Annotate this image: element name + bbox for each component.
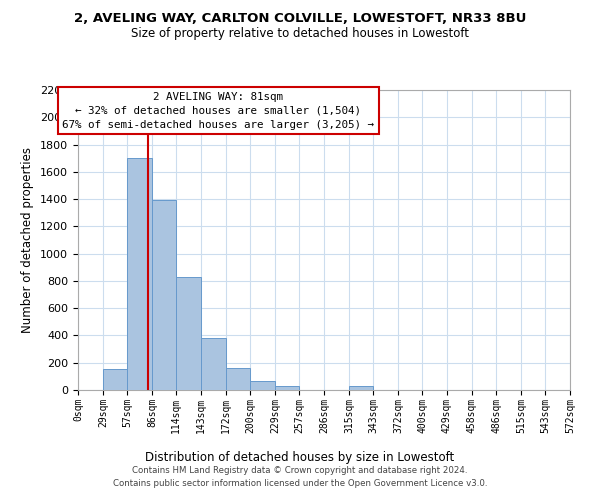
Bar <box>127 158 152 390</box>
Bar <box>103 369 127 390</box>
Text: Distribution of detached houses by size in Lowestoft: Distribution of detached houses by size … <box>145 451 455 464</box>
Text: Contains HM Land Registry data © Crown copyright and database right 2024.
Contai: Contains HM Land Registry data © Crown c… <box>113 466 487 487</box>
Bar <box>201 338 226 390</box>
Bar <box>250 381 275 390</box>
Y-axis label: Number of detached properties: Number of detached properties <box>22 147 34 333</box>
Text: Size of property relative to detached houses in Lowestoft: Size of property relative to detached ho… <box>131 28 469 40</box>
Bar <box>152 200 176 390</box>
Text: 2, AVELING WAY, CARLTON COLVILLE, LOWESTOFT, NR33 8BU: 2, AVELING WAY, CARLTON COLVILLE, LOWEST… <box>74 12 526 26</box>
Bar <box>176 277 201 390</box>
Bar <box>349 386 373 390</box>
Bar <box>226 368 250 390</box>
Bar <box>275 386 299 390</box>
Text: 2 AVELING WAY: 81sqm
← 32% of detached houses are smaller (1,504)
67% of semi-de: 2 AVELING WAY: 81sqm ← 32% of detached h… <box>62 92 374 130</box>
